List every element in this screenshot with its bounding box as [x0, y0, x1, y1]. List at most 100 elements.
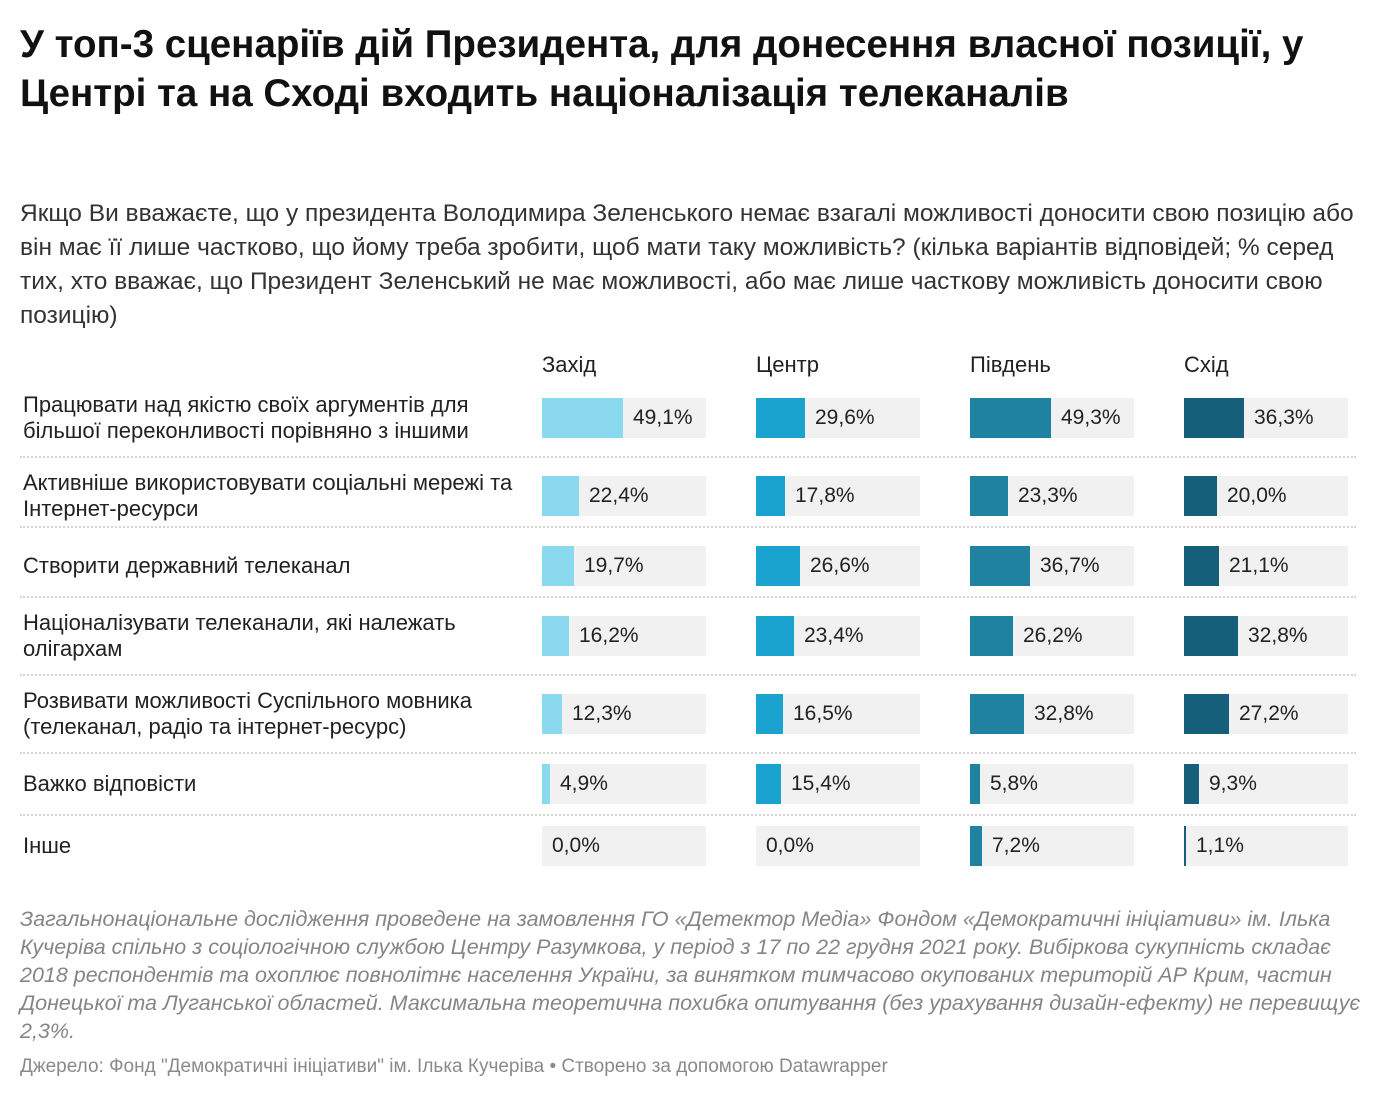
bar-value-label: 19,7% — [584, 554, 644, 577]
bar-cell: 36,7% — [970, 546, 1134, 586]
bar — [1184, 764, 1199, 804]
bar-value-label: 22,4% — [589, 484, 649, 507]
bar-cell: 15,4% — [756, 764, 920, 804]
bar-cell: 17,8% — [756, 476, 920, 516]
column-header-4: Схід — [1184, 352, 1229, 377]
bar-value-label: 12,3% — [572, 702, 632, 725]
bar-value-label: 5,8% — [990, 772, 1038, 795]
bar-cell: 12,3% — [542, 694, 706, 734]
bar-value-label: 27,2% — [1239, 702, 1299, 725]
bar-value-label: 4,9% — [560, 772, 608, 795]
bar — [1184, 826, 1186, 866]
methodology-notes: Загальнонаціональне дослідження проведен… — [20, 907, 1361, 1043]
bar-value-label: 23,3% — [1018, 484, 1078, 507]
row-label: Націоналізувати телеканали, які належать… — [23, 610, 456, 661]
bar-cell: 20,0% — [1184, 476, 1348, 516]
bar — [1184, 694, 1229, 734]
bar-cell: 23,3% — [970, 476, 1134, 516]
bar-cell: 29,6% — [756, 398, 920, 438]
bar-value-label: 21,1% — [1229, 554, 1289, 577]
bar — [1184, 476, 1217, 516]
bar-value-label: 32,8% — [1034, 702, 1094, 725]
bar — [1184, 546, 1219, 586]
bar — [756, 476, 785, 516]
bar-cell: 23,4% — [756, 616, 920, 656]
bar-value-label: 49,1% — [633, 406, 693, 429]
bar-cell: 21,1% — [1184, 546, 1348, 586]
bar-value-label: 49,3% — [1061, 406, 1121, 429]
bar-value-label: 0,0% — [552, 834, 600, 857]
bar-value-label: 23,4% — [804, 624, 864, 647]
row-label: Важко відповісти — [23, 771, 197, 796]
bar — [756, 546, 800, 586]
row-separator — [20, 752, 1356, 754]
bar-cell: 9,3% — [1184, 764, 1348, 804]
bar — [756, 616, 794, 656]
bar — [970, 616, 1013, 656]
bar-value-label: 0,0% — [766, 834, 814, 857]
bar-value-label: 26,6% — [810, 554, 870, 577]
bar-cell: 36,3% — [1184, 398, 1348, 438]
bar-value-label: 29,6% — [815, 406, 875, 429]
bar — [756, 764, 781, 804]
bar-value-label: 20,0% — [1227, 484, 1287, 507]
bar — [542, 398, 623, 438]
bar-cell: 1,1% — [1184, 826, 1348, 866]
row-separator — [20, 814, 1356, 816]
bar — [756, 398, 805, 438]
bar — [970, 764, 980, 804]
column-header-1: Захід — [542, 352, 597, 377]
bar-cell: 16,2% — [542, 616, 706, 656]
row-separator — [20, 596, 1356, 598]
bar-cell: 19,7% — [542, 546, 706, 586]
bar — [970, 398, 1051, 438]
bar-value-label: 36,3% — [1254, 406, 1314, 429]
column-header-3: Південь — [970, 352, 1051, 377]
bar-value-label: 32,8% — [1248, 624, 1308, 647]
bar — [970, 476, 1008, 516]
bar-value-label: 1,1% — [1196, 834, 1244, 857]
bar-cell: 26,2% — [970, 616, 1134, 656]
row-separator — [20, 674, 1356, 676]
bar — [542, 694, 562, 734]
row-label: Активніше використовувати соціальні мере… — [23, 470, 513, 521]
bar-cell: 7,2% — [970, 826, 1134, 866]
bar-value-label: 26,2% — [1023, 624, 1083, 647]
bar — [1184, 398, 1244, 438]
bar-value-label: 15,4% — [791, 772, 851, 795]
chart-title: У топ-3 сценаріїв дій Президента, для до… — [20, 23, 1304, 115]
bar-cell: 0,0% — [756, 826, 920, 866]
bar-value-label: 7,2% — [992, 834, 1040, 857]
bar-value-label: 36,7% — [1040, 554, 1100, 577]
bar-cell: 0,0% — [542, 826, 706, 866]
bar-value-label: 9,3% — [1209, 772, 1257, 795]
bar-cell: 22,4% — [542, 476, 706, 516]
bar-cell: 32,8% — [970, 694, 1134, 734]
column-header-2: Центр — [756, 352, 819, 377]
bar-value-label: 17,8% — [795, 484, 855, 507]
bar-value-label: 16,2% — [579, 624, 639, 647]
bar — [1184, 616, 1238, 656]
row-label: Працювати над якістю своїх аргументів дл… — [23, 392, 469, 443]
bar-cell: 26,6% — [756, 546, 920, 586]
bar — [970, 694, 1024, 734]
bar-cell: 49,1% — [542, 398, 706, 438]
bar-cell: 49,3% — [970, 398, 1134, 438]
bar — [542, 476, 579, 516]
row-separator — [20, 526, 1356, 528]
bar — [756, 694, 783, 734]
bar — [542, 546, 574, 586]
bar — [970, 826, 982, 866]
bar-cell: 16,5% — [756, 694, 920, 734]
row-separator — [20, 456, 1356, 458]
bar — [542, 764, 550, 804]
bar-cell: 4,9% — [542, 764, 706, 804]
bar — [970, 546, 1030, 586]
row-label: Інше — [23, 833, 72, 858]
row-label: Створити державний телеканал — [23, 553, 351, 578]
bar-cell: 32,8% — [1184, 616, 1348, 656]
bar-value-label: 16,5% — [793, 702, 853, 725]
bar — [542, 616, 569, 656]
source-footer: Джерело: Фонд "Демократичні ініціативи" … — [20, 1056, 888, 1077]
